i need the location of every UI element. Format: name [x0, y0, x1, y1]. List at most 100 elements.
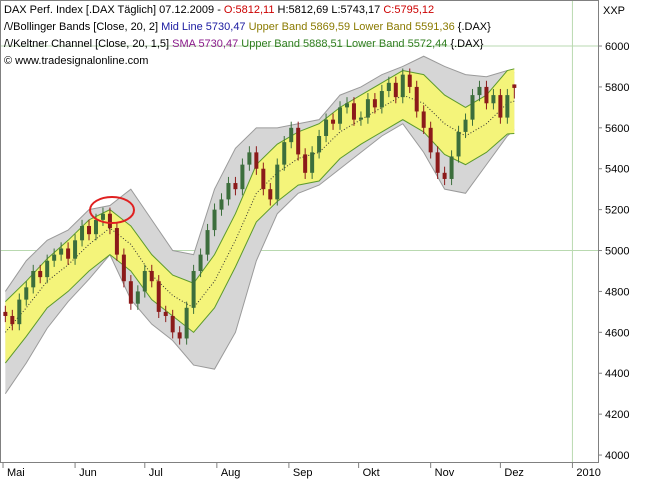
candle-body [59, 248, 64, 255]
candle-body [407, 74, 412, 87]
candle-body [38, 270, 43, 278]
candle-body [219, 199, 224, 210]
candle-body [365, 99, 370, 118]
plot-area [0, 0, 598, 462]
candle-body [17, 299, 22, 325]
candle-body [338, 107, 343, 124]
candle-body [484, 86, 489, 104]
y-tick-label: 5400 [605, 164, 629, 176]
x-tick-label: Nov [435, 467, 455, 479]
y-tick-label: 5000 [605, 246, 629, 258]
candle-body [331, 119, 336, 124]
candle-body [31, 270, 36, 288]
y-tick-label: 5600 [605, 123, 629, 135]
candle-body [289, 127, 294, 143]
candle-body [463, 119, 468, 132]
legend-line: © www.tradesignalonline.com [4, 55, 148, 67]
candle-body [10, 315, 15, 325]
candle-body [114, 228, 119, 255]
candle-body [45, 260, 50, 278]
candle-body [184, 307, 189, 339]
candle-body [400, 74, 405, 98]
x-tick-label: Dez [504, 467, 524, 479]
candle-body [240, 164, 245, 190]
legend-text: © www.tradesignalonline.com [4, 55, 148, 67]
legend-text: /\/Bollinger Bands [Close, 20, 2] [4, 21, 161, 33]
candle-body [121, 254, 126, 282]
legend-line: /\/Bollinger Bands [Close, 20, 2] Mid Li… [4, 21, 491, 33]
candle-body [317, 136, 322, 153]
candle-body [254, 152, 259, 169]
candle-body [73, 240, 78, 259]
candle-body [268, 189, 273, 200]
keltner-upper [4, 68, 515, 303]
legend-text: C:5795,12 [383, 4, 434, 16]
candle-body [428, 127, 433, 153]
legend-text: Upper Band 5869,59 Lower Band 5591,36 [249, 21, 458, 33]
candle-body [421, 111, 426, 128]
y-tick-label: 6000 [605, 41, 629, 53]
candle-body [177, 332, 182, 339]
candle-body [449, 156, 454, 179]
candle-body [275, 164, 280, 200]
candle-body [149, 270, 154, 282]
candle-body [226, 183, 231, 200]
candle-body [80, 225, 85, 241]
candle-body [456, 131, 461, 157]
x-tick-label: Mai [7, 467, 25, 479]
candle-body [3, 311, 8, 316]
legend-text: DAX Perf. Index [.DAX Täglich] 07.12.200… [4, 4, 224, 16]
candle-body [198, 254, 203, 271]
candle-body [324, 119, 329, 137]
candle-body [66, 248, 71, 259]
legend-text: O:5812,11 [224, 4, 275, 16]
plot-frame [0, 0, 599, 463]
candle-body [233, 183, 238, 190]
legend-text: Upper Band 5888,51 Lower Band 5572,44 [241, 38, 450, 50]
candle-body [107, 213, 112, 229]
y-tick-label: 4600 [605, 327, 629, 339]
candle-body [93, 219, 98, 235]
candle-body [477, 86, 482, 96]
candle-body [128, 281, 133, 304]
bollinger-upper [4, 55, 515, 292]
candle-body [498, 95, 503, 118]
candle-body [156, 281, 161, 312]
candle-body [344, 103, 349, 108]
x-tick-label: Okt [363, 467, 380, 479]
bollinger-lower [4, 123, 515, 394]
candle-body [310, 152, 315, 173]
x-tick-label: Aug [221, 467, 241, 479]
keltner-channel-fill [5, 68, 515, 364]
axis-title: XXP [603, 5, 625, 17]
candle-body [393, 82, 398, 98]
candle-body [87, 225, 92, 235]
candle-body [351, 103, 356, 120]
keltner-lower [4, 119, 515, 364]
candle-body [470, 95, 475, 120]
x-tick-label: Sep [293, 467, 313, 479]
candle-body [491, 95, 496, 104]
legend-text: {.DAX} [450, 38, 483, 50]
candle-body [205, 230, 210, 255]
candle-body [163, 311, 168, 316]
candle-body [191, 270, 196, 308]
candle-body [512, 84, 517, 88]
candle-body [296, 127, 301, 155]
legend-text: SMA 5730,47 [172, 38, 241, 50]
candle-body [386, 82, 391, 92]
candle-body [303, 154, 308, 173]
candle-body [442, 172, 447, 179]
legend-text: Mid Line 5730,47 [161, 21, 248, 33]
bollinger-band-fill [5, 56, 515, 394]
candle-body [212, 209, 217, 231]
candle-body [52, 254, 57, 261]
y-tick-label: 4000 [605, 450, 629, 462]
x-tick-label: Jun [79, 467, 97, 479]
legend-text: H:5812,69 L:5743,17 [274, 4, 383, 16]
legend-text: /\/Keltner Channel [Close, 20, 1,5] [4, 38, 172, 50]
candle-body [261, 168, 266, 190]
candle-body [24, 287, 29, 300]
candle-body [379, 91, 384, 108]
